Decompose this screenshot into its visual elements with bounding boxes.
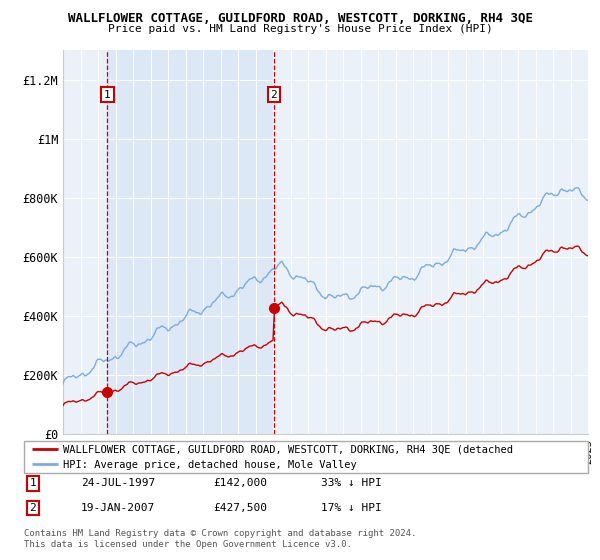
Bar — [107, 50, 274, 434]
Text: £427,500: £427,500 — [213, 503, 267, 513]
Text: 17% ↓ HPI: 17% ↓ HPI — [321, 503, 382, 513]
Text: Contains HM Land Registry data © Crown copyright and database right 2024.
This d: Contains HM Land Registry data © Crown c… — [24, 529, 416, 549]
Text: Price paid vs. HM Land Registry's House Price Index (HPI): Price paid vs. HM Land Registry's House … — [107, 24, 493, 34]
Text: 1: 1 — [29, 478, 37, 488]
Text: WALLFLOWER COTTAGE, GUILDFORD ROAD, WESTCOTT, DORKING, RH4 3QE: WALLFLOWER COTTAGE, GUILDFORD ROAD, WEST… — [67, 12, 533, 25]
Text: 33% ↓ HPI: 33% ↓ HPI — [321, 478, 382, 488]
Text: 19-JAN-2007: 19-JAN-2007 — [81, 503, 155, 513]
Text: 24-JUL-1997: 24-JUL-1997 — [81, 478, 155, 488]
Text: 2: 2 — [29, 503, 37, 513]
Text: HPI: Average price, detached house, Mole Valley: HPI: Average price, detached house, Mole… — [64, 460, 357, 470]
Text: £142,000: £142,000 — [213, 478, 267, 488]
Text: 2: 2 — [271, 90, 277, 100]
Text: WALLFLOWER COTTAGE, GUILDFORD ROAD, WESTCOTT, DORKING, RH4 3QE (detached: WALLFLOWER COTTAGE, GUILDFORD ROAD, WEST… — [64, 445, 514, 455]
Text: 1: 1 — [104, 90, 111, 100]
